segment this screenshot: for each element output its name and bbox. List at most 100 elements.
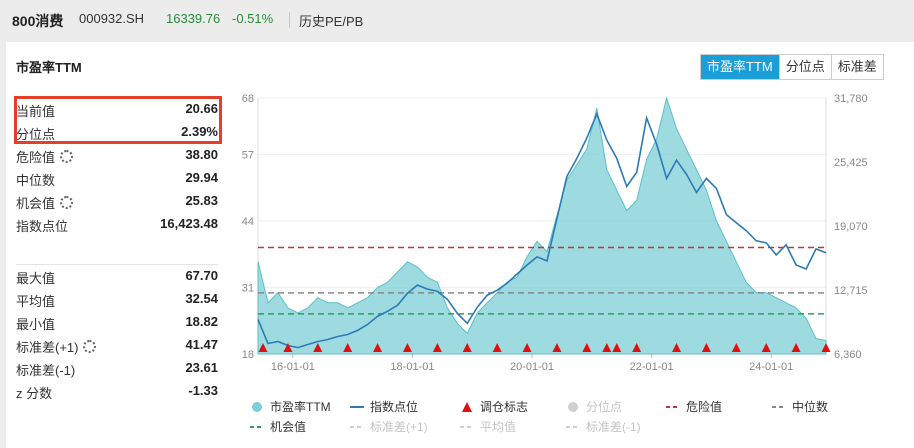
stat-label: 标准差(-1): [16, 363, 76, 378]
index-change: -0.51%: [232, 11, 274, 26]
rebalance-marker: [402, 343, 412, 352]
legend-item[interactable]: 标准差(-1): [566, 418, 641, 435]
stat-value: 20.66: [185, 101, 218, 116]
stat-label: 最大值: [16, 271, 56, 286]
stat-label: z 分数: [16, 386, 53, 401]
legend-item[interactable]: 市盈率TTM: [250, 398, 331, 415]
stat-value: 2.39%: [181, 124, 218, 139]
stat-row: 当前值 20.66: [16, 98, 218, 121]
right-axis-tick: 6,360: [834, 349, 862, 361]
triangle-icon: [462, 401, 472, 412]
tab-std-dev[interactable]: 标准差: [830, 55, 883, 79]
x-axis-tick: 22-01-01: [630, 361, 674, 373]
legend-item[interactable]: 分位点: [566, 398, 622, 415]
x-axis-tick: 20-01-01: [510, 361, 554, 373]
dot-icon: [252, 401, 262, 412]
pe-chart[interactable]: 68 57 44 31 18 31,780 25,425 19,070 12,715 6,360 1…: [220, 90, 914, 390]
header-divider: [289, 12, 290, 28]
stat-row: 最大值 67.70: [16, 265, 218, 288]
line-icon: [250, 425, 264, 428]
stat-label: 危险值: [16, 147, 74, 166]
index-name: 800消费: [12, 13, 64, 29]
gear-icon[interactable]: [83, 340, 97, 353]
legend-label: 平均值: [480, 420, 517, 434]
rebalance-marker: [612, 343, 622, 352]
legend-item[interactable]: 调仓标志: [460, 398, 528, 415]
history-pe-pb-link[interactable]: 历史PE/PB: [299, 14, 364, 29]
stat-label: 分位点: [16, 127, 56, 142]
rebalance-marker: [761, 343, 771, 352]
rebalance-marker: [343, 343, 353, 352]
stat-value: 41.47: [185, 337, 218, 352]
tab-pe-ttm[interactable]: 市盈率TTM: [701, 55, 779, 79]
dot-icon: [568, 401, 578, 412]
legend-item[interactable]: 指数点位: [350, 398, 418, 415]
legend-label: 市盈率TTM: [270, 400, 331, 414]
valuation-card: 市盈率TTM 市盈率TTM 分位点 标准差 当前值 20.66 分位点 2.39% 危险…: [6, 42, 914, 448]
line-icon: [460, 425, 474, 428]
x-axis-tick: 18-01-01: [390, 361, 434, 373]
stat-row: 最小值 18.82: [16, 311, 218, 334]
rebalance-marker: [258, 343, 268, 352]
stat-label: 机会值: [16, 193, 74, 212]
line-icon: [566, 425, 580, 428]
rebalance-marker: [552, 343, 562, 352]
rebalance-marker: [791, 343, 801, 352]
metric-tabs: 市盈率TTM 分位点 标准差: [700, 54, 884, 80]
legend-label: 标准差(+1): [370, 420, 428, 434]
line-icon: [772, 405, 786, 408]
gear-icon[interactable]: [60, 196, 74, 209]
stat-label: 中位数: [16, 173, 56, 188]
stat-row: 机会值 25.83: [16, 190, 218, 213]
line-icon: [666, 405, 680, 408]
gear-icon[interactable]: [60, 150, 74, 163]
right-axis-tick: 25,425: [834, 157, 868, 169]
legend-item[interactable]: 平均值: [460, 418, 516, 435]
legend-label: 危险值: [686, 400, 723, 414]
stat-row: 中位数 29.94: [16, 167, 218, 190]
tab-percentile[interactable]: 分位点: [778, 55, 831, 79]
stat-row: 标准差(-1) 23.61: [16, 357, 218, 380]
stats-top: 当前值 20.66 分位点 2.39% 危险值 38.80 中位数 29.94 机会值 25.83…: [16, 98, 218, 236]
left-axis-tick: 44: [242, 216, 254, 228]
right-axis-tick: 12,715: [834, 285, 868, 297]
stat-row: 分位点 2.39%: [16, 121, 218, 144]
rebalance-marker: [602, 343, 612, 352]
index-level-line: [257, 111, 827, 349]
legend-label: 分位点: [586, 400, 623, 414]
rebalance-marker: [373, 343, 383, 352]
stat-value: 38.80: [185, 147, 218, 162]
left-axis-tick: 18: [242, 349, 254, 361]
right-axis-tick: 19,070: [834, 221, 868, 233]
stat-value: 23.61: [185, 360, 218, 375]
rebalance-marker: [701, 343, 711, 352]
right-axis-tick: 31,780: [834, 93, 868, 105]
stat-row: 标准差(+1) 41.47: [16, 334, 218, 357]
legend-item[interactable]: 标准差(+1): [350, 418, 428, 435]
stats-divider: [16, 264, 218, 265]
rebalance-marker: [462, 343, 472, 352]
stat-row: 平均值 32.54: [16, 288, 218, 311]
x-axis-tick: 16-01-01: [271, 361, 315, 373]
stats-bottom: 最大值 67.70 平均值 32.54 最小值 18.82 标准差(+1) 41.47 标准差(…: [16, 265, 218, 403]
stat-value: -1.33: [188, 383, 218, 398]
rebalance-marker: [313, 343, 323, 352]
stat-value: 32.54: [185, 291, 218, 306]
rebalance-marker: [731, 343, 741, 352]
stat-value: 16,423.48: [160, 216, 218, 231]
legend-label: 指数点位: [370, 400, 419, 414]
legend-item[interactable]: 危险值: [666, 398, 722, 415]
section-title: 市盈率TTM: [16, 60, 82, 75]
rebalance-marker: [492, 343, 502, 352]
top-bar: 800消费 000932.SH 16339.76 -0.51% 历史PE/PB: [0, 0, 914, 40]
stat-label: 最小值: [16, 317, 56, 332]
stat-row: 危险值 38.80: [16, 144, 218, 167]
line-icon: [350, 405, 364, 408]
legend-label: 标准差(-1): [586, 420, 641, 434]
legend-item[interactable]: 机会值: [250, 418, 306, 435]
legend-item[interactable]: 中位数: [772, 398, 828, 415]
legend-label: 机会值: [270, 420, 307, 434]
highlight-box: [14, 96, 222, 144]
stat-label: 标准差(+1): [16, 337, 97, 356]
line-icon: [350, 425, 364, 428]
